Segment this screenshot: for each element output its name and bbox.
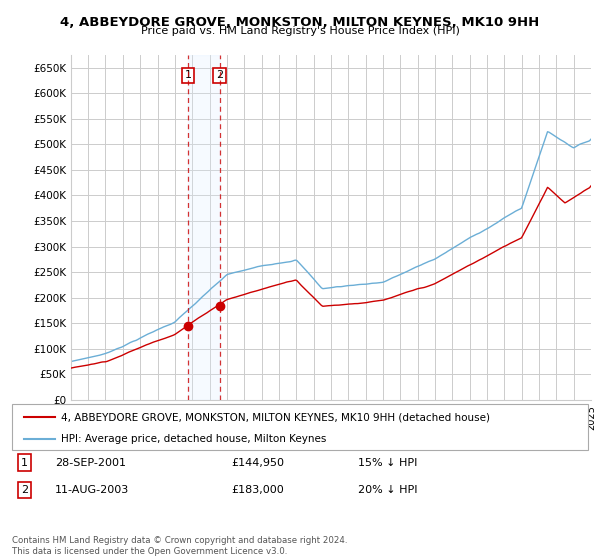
Text: £144,950: £144,950	[231, 458, 284, 468]
Text: 4, ABBEYDORE GROVE, MONKSTON, MILTON KEYNES, MK10 9HH (detached house): 4, ABBEYDORE GROVE, MONKSTON, MILTON KEY…	[61, 412, 490, 422]
Text: 4, ABBEYDORE GROVE, MONKSTON, MILTON KEYNES, MK10 9HH: 4, ABBEYDORE GROVE, MONKSTON, MILTON KEY…	[61, 16, 539, 29]
Text: 20% ↓ HPI: 20% ↓ HPI	[358, 485, 417, 495]
Text: £183,000: £183,000	[231, 485, 284, 495]
Text: HPI: Average price, detached house, Milton Keynes: HPI: Average price, detached house, Milt…	[61, 434, 326, 444]
Text: 11-AUG-2003: 11-AUG-2003	[55, 485, 130, 495]
Text: 2: 2	[20, 485, 28, 495]
Text: 2: 2	[216, 71, 223, 80]
Text: Contains HM Land Registry data © Crown copyright and database right 2024.
This d: Contains HM Land Registry data © Crown c…	[12, 536, 347, 556]
Text: Price paid vs. HM Land Registry's House Price Index (HPI): Price paid vs. HM Land Registry's House …	[140, 26, 460, 36]
Bar	[188, 55, 220, 400]
Text: 1: 1	[184, 71, 191, 80]
Text: 1: 1	[20, 458, 28, 468]
Text: 28-SEP-2001: 28-SEP-2001	[55, 458, 126, 468]
Text: 15% ↓ HPI: 15% ↓ HPI	[358, 458, 417, 468]
